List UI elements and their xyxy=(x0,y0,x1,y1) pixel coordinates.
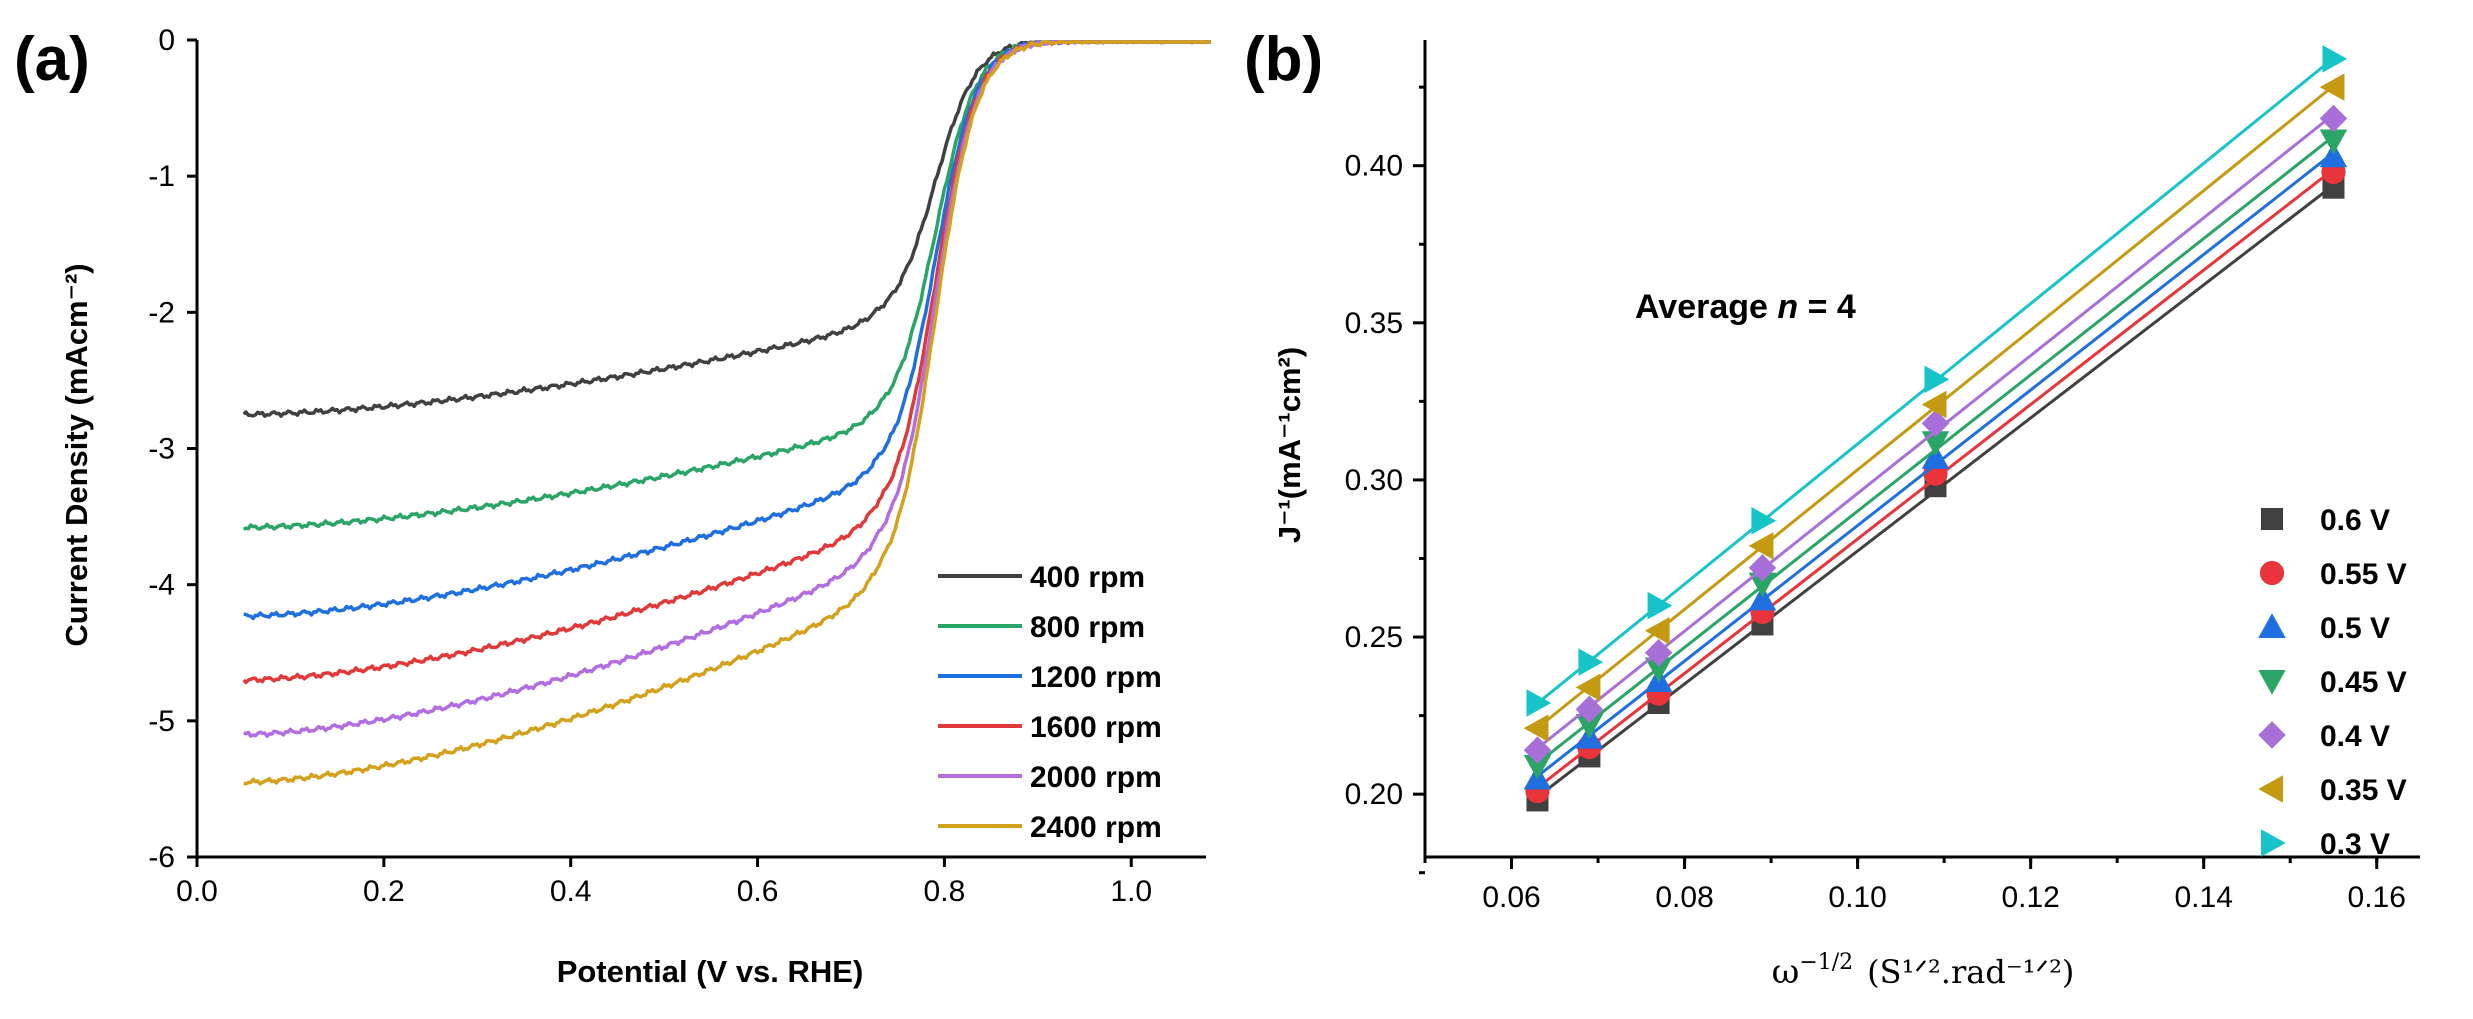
chart-a-x-label: Potential (V vs. RHE) xyxy=(557,954,864,989)
chart-b-point-0.3-V xyxy=(1751,507,1777,535)
annotation-prefix: Average xyxy=(1635,288,1777,326)
chart-b-point-0.5-V xyxy=(2319,142,2348,168)
chart-a-y-tick-label: -4 xyxy=(148,569,175,602)
chart-b-point-0.35-V xyxy=(1575,673,1601,702)
chart-b-legend-marker xyxy=(2258,670,2286,695)
chart-b-point-0.45-V xyxy=(1575,714,1604,739)
chart-a-legend-label: 2400 rpm xyxy=(1030,811,1162,844)
chart-b-point-0.35-V xyxy=(2319,73,2345,101)
chart-b-point-0.4-V xyxy=(1523,736,1552,764)
chart-b-y-tick-label: 0.30 xyxy=(1345,464,1403,497)
chart-a-x-tick-label: 0.8 xyxy=(924,875,966,908)
chart-b-point-0.3-V xyxy=(1647,591,1673,620)
chart-b-point-0.3-V xyxy=(1924,365,1950,394)
chart-b-point-0.35-V xyxy=(1523,714,1549,742)
chart-b: 0.06 0.08 0.10 0.12 0.14 0.16 0.20 0.25 0.30 0.35… xyxy=(1272,40,2420,992)
chart-a-x-tick-label: 0.0 xyxy=(176,875,218,908)
annotation-suffix: = 4 xyxy=(1798,288,1856,326)
chart-b-y-tick-label: 0.20 xyxy=(1345,778,1403,811)
chart-b-point-0.35-V xyxy=(1644,617,1670,645)
panel-label-b: (b) xyxy=(1244,25,1323,94)
chart-a-y-tick-label: -5 xyxy=(148,705,175,738)
chart-a-x-tick-label: 1.0 xyxy=(1110,875,1152,908)
chart-b-y-tick-label: 0.40 xyxy=(1345,150,1403,183)
x-label-exponent: −1/2 xyxy=(1799,950,1853,975)
chart-b-point-0.4-V xyxy=(1748,554,1777,582)
chart-b-legend-label: 0.35 V xyxy=(2320,774,2407,807)
chart-b-x-tick-label: 0.12 xyxy=(2001,881,2059,914)
chart-a-y-tick-label: -3 xyxy=(148,433,175,466)
chart-b-legend-label: 0.5 V xyxy=(2320,612,2390,645)
chart-b-point-0.5-V xyxy=(1921,444,1950,469)
chart-b-legend-label: 0.3 V xyxy=(2320,828,2390,861)
chart-b-y-tick-label: 0.25 xyxy=(1345,621,1403,654)
chart-b-annotation: Average n = 4 xyxy=(1635,288,1856,326)
chart-a-x-tick-label: 0.6 xyxy=(737,875,779,908)
chart-a-y-tick-label: -2 xyxy=(148,296,175,329)
chart-a-y-label: Current Density (mAcm⁻²) xyxy=(59,263,94,646)
chart-a-y-tick-label: -1 xyxy=(148,160,175,193)
chart-b-point-0.35-V xyxy=(1921,390,1947,419)
chart-b-point-0.3-V xyxy=(2322,45,2348,73)
panel-label-a: (a) xyxy=(14,25,90,94)
chart-b-point-0.4-V xyxy=(1575,695,1604,724)
chart-a-legend-label: 2000 rpm xyxy=(1030,761,1162,794)
chart-b-legend-label: 0.6 V xyxy=(2320,504,2390,537)
chart-a-x-tick-label: 0.4 xyxy=(550,875,592,908)
annotation-variable: n xyxy=(1777,288,1798,326)
chart-b-point-0.4-V xyxy=(1921,409,1950,438)
x-label-units: (S¹ᐟ².rad⁻¹ᐟ²) xyxy=(1867,953,2074,991)
chart-b-point-0.3-V xyxy=(1526,689,1552,717)
chart-b-point-0.4-V xyxy=(2319,104,2348,133)
chart-b-point-0.35-V xyxy=(1748,532,1774,560)
chart-b-y-tick-label: 0.35 xyxy=(1345,307,1403,340)
chart-a-x-tick-label: 0.2 xyxy=(363,875,405,908)
chart-b-x-tick-label: 0.14 xyxy=(2175,881,2233,914)
chart-a: 0.0 0.2 0.4 0.6 0.8 1.0 0 -1 -2 -3 -4 -5 -6 400 rpm 8… xyxy=(59,24,1211,989)
chart-b-legend-label: 0.4 V xyxy=(2320,720,2390,753)
chart-b-x-tick-label: 0.08 xyxy=(1655,881,1713,914)
chart-b-legend-label: 0.45 V xyxy=(2320,666,2407,699)
chart-a-legend-label: 800 rpm xyxy=(1030,611,1145,644)
chart-a-legend-label: 1600 rpm xyxy=(1030,711,1162,744)
x-label-omega: ω xyxy=(1772,952,1800,992)
chart-a-y-tick-label: -6 xyxy=(148,841,175,874)
chart-b-legend-marker xyxy=(2261,508,2283,530)
chart-b-point-0.3-V xyxy=(1578,648,1604,676)
chart-b-y-label: J⁻¹(mA⁻¹cm²) xyxy=(1272,347,1307,543)
chart-b-legend-marker xyxy=(2258,613,2286,638)
chart-b-point-0.5-V xyxy=(1748,585,1777,611)
chart-b-point-0.45-V xyxy=(1644,657,1673,683)
chart-b-x-tick-label: 0.06 xyxy=(1482,881,1540,914)
chart-a-y-tick-label: 0 xyxy=(158,24,175,57)
chart-b-x-tick-label: 0.10 xyxy=(1828,881,1886,914)
chart-a-series-line-1200-rpm xyxy=(243,40,1211,621)
chart-b-legend-label: 0.55 V xyxy=(2320,558,2407,591)
chart-b-legend-marker xyxy=(2258,775,2283,803)
chart-a-legend-label: 1200 rpm xyxy=(1030,661,1162,694)
chart-a-series-line-400-rpm xyxy=(242,40,1211,418)
chart-a-series-line-2400-rpm xyxy=(243,40,1211,786)
chart-a-series-line-800-rpm xyxy=(242,40,1211,531)
chart-b-legend-marker xyxy=(2259,560,2285,586)
chart-b-legend-marker xyxy=(2258,721,2286,749)
chart-b-legend-marker xyxy=(2261,829,2286,857)
chart-a-legend-label: 400 rpm xyxy=(1030,561,1145,594)
chart-b-x-tick-label: 0.16 xyxy=(2348,881,2406,914)
chart-b-point-0.4-V xyxy=(1644,639,1673,667)
chart-b-point-0.45-V xyxy=(1523,754,1552,780)
chart-b-point-0.45-V xyxy=(2319,129,2348,155)
chart-b-x-label: ω−1/2 (S¹ᐟ².rad⁻¹ᐟ²) xyxy=(1772,950,2075,992)
chart-b-point-0.45-V xyxy=(1748,572,1777,598)
